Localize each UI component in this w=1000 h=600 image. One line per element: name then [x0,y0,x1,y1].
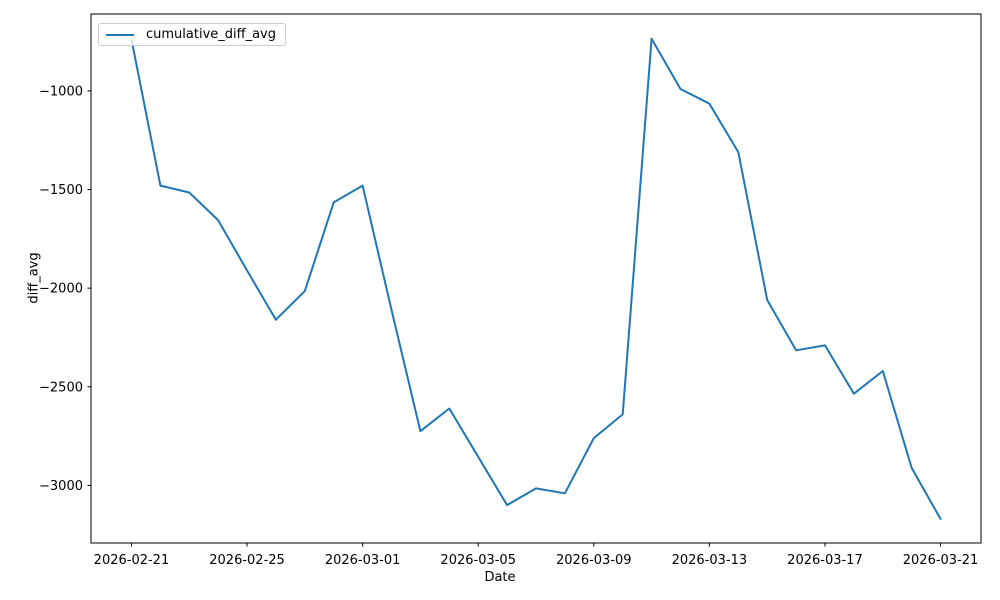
x-tick-label: 2026-03-21 [903,553,979,568]
x-tick-label: 2026-03-13 [672,553,748,568]
plot-area-border [90,13,982,544]
x-tick-label: 2026-03-01 [325,553,401,568]
x-tick-label: 2026-02-25 [209,553,285,568]
legend-line-swatch [106,33,134,36]
x-axis-label: Date [484,570,516,585]
x-tick-label: 2026-03-09 [556,553,632,568]
legend-label: cumulative_diff_avg [146,27,276,42]
data-line-cumulative-diff-avg [130,37,942,520]
y-tick-label: −2500 [39,380,83,395]
y-tick-label: −3000 [39,479,83,494]
y-tick-label: −1000 [39,84,83,99]
y-axis-label: diff_avg [26,252,42,304]
x-tick-label: 2026-02-21 [94,553,170,568]
x-tick-label: 2026-03-17 [787,553,863,568]
legend: cumulative_diff_avg [98,23,286,46]
x-tick-label: 2026-03-05 [440,553,516,568]
y-tick-label: −1500 [39,183,83,198]
y-tick-label: −2000 [39,282,83,297]
